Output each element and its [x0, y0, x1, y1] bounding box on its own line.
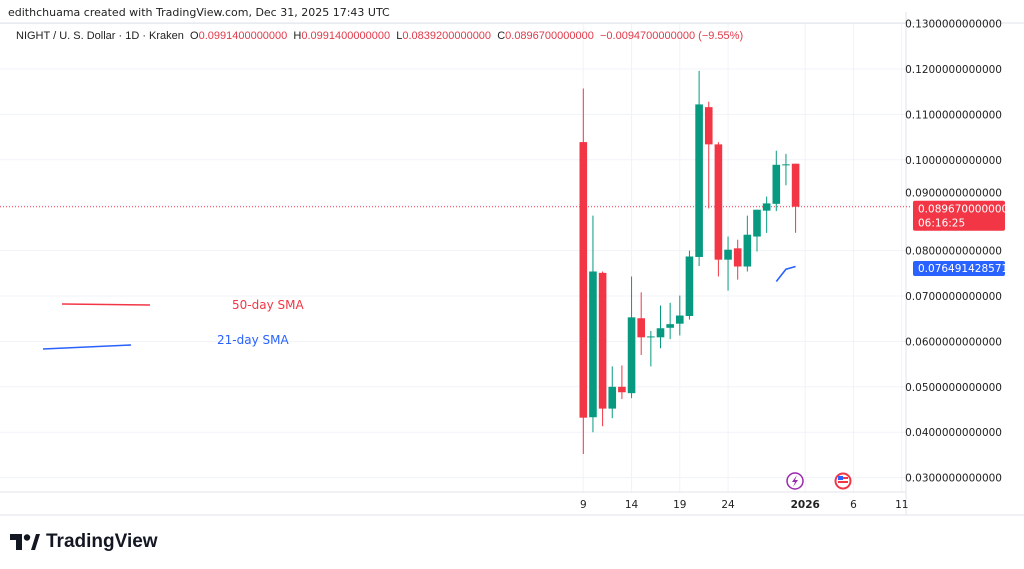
symbol-title[interactable]: NIGHT / U. S. Dollar · 1D · Kraken	[16, 30, 184, 42]
time-tick-label: 2026	[791, 499, 820, 511]
price-tick-label: 0.0900000000000	[905, 188, 1002, 200]
candle	[647, 330, 655, 367]
candle-body	[589, 271, 597, 418]
candle	[637, 292, 645, 356]
candle	[782, 153, 790, 186]
candle	[772, 150, 781, 212]
candle	[685, 250, 694, 320]
annotation-21-day-line	[42, 344, 132, 350]
candle-body	[782, 164, 790, 166]
candle-body	[743, 234, 752, 267]
candle	[762, 196, 771, 233]
candle-body	[772, 164, 781, 204]
lightning-icon[interactable]	[786, 472, 804, 490]
price-tick-label: 0.0500000000000	[905, 382, 1002, 394]
price-tick-label: 0.0600000000000	[905, 336, 1002, 348]
candle-body	[579, 142, 588, 418]
candle-body	[762, 203, 771, 211]
last-price-badge: 0.0896700000000 06:16:25	[913, 200, 1015, 231]
price-tick-label: 0.1300000000000	[905, 19, 1002, 31]
candle-body	[598, 272, 607, 409]
price-tick-label: 0.0700000000000	[905, 291, 1002, 303]
sma-value-badge: 0.0764914285714	[913, 261, 1015, 276]
symbol-legend: NIGHT / U. S. Dollar · 1D · Kraken O0.09…	[16, 30, 743, 42]
time-tick-label: 24	[721, 499, 735, 511]
price-tick-label: 0.1200000000000	[905, 64, 1002, 76]
candle-body	[637, 318, 645, 338]
candle-body	[618, 386, 626, 393]
time-tick-label: 14	[625, 499, 639, 511]
brand-name: TradingView	[46, 531, 158, 552]
price-tick-label: 0.0300000000000	[905, 473, 1002, 485]
candle-body	[704, 107, 713, 145]
price-tick-label: 0.1100000000000	[905, 109, 1002, 121]
candle-body	[714, 144, 723, 260]
grid	[0, 23, 906, 492]
chart-credit: edithchuama created with TradingView.com…	[8, 6, 390, 19]
candle-body	[608, 386, 617, 409]
candle	[618, 365, 626, 400]
candle	[714, 142, 723, 277]
time-axis[interactable]: 9 14 19 24 2026 6 11	[580, 499, 908, 511]
candle-body	[666, 324, 674, 328]
candle	[579, 88, 588, 454]
time-tick-label: 6	[850, 499, 857, 511]
sma-value-label: 0.0764914285714	[918, 263, 1015, 275]
candle	[589, 215, 597, 433]
candle-body	[753, 209, 761, 237]
candle-body	[647, 336, 655, 338]
time-tick-label: 19	[673, 499, 686, 511]
candle-body	[685, 256, 694, 316]
candle-body	[676, 315, 684, 324]
candle	[733, 239, 742, 280]
countdown-label: 06:16:25	[918, 218, 965, 230]
sma21-line	[775, 265, 796, 282]
candle	[791, 163, 800, 233]
candle-body	[656, 328, 665, 338]
candle	[724, 236, 732, 291]
price-axis[interactable]: 0.1300000000000 0.1200000000000 0.11000000…	[905, 19, 1002, 485]
time-tick-label: 11	[895, 499, 908, 511]
candle-body	[791, 163, 800, 207]
candle	[627, 276, 636, 399]
high-label: H	[293, 30, 302, 42]
candle	[598, 271, 607, 427]
candle-body	[695, 104, 703, 257]
candle	[695, 70, 703, 267]
low-label: L	[396, 30, 403, 42]
low-value: 0.0839200000000	[402, 30, 492, 42]
candle-body	[724, 249, 732, 260]
high-value: 0.0991400000000	[301, 30, 391, 42]
open-label: O	[190, 30, 199, 42]
close-label: C	[497, 30, 506, 42]
candles	[579, 70, 800, 454]
candle	[743, 215, 752, 272]
tradingview-logo[interactable]: TradingView	[10, 531, 158, 553]
tradingview-logo-icon	[10, 534, 40, 550]
close-value: 0.0896700000000	[505, 30, 594, 42]
open-value: 0.0991400000000	[198, 30, 288, 42]
candle-body	[627, 317, 636, 394]
annotation-21-day-sma: 21-day SMA	[217, 333, 289, 347]
candle	[676, 295, 684, 336]
us-flag-icon[interactable]	[834, 472, 852, 490]
price-tick-label: 0.1000000000000	[905, 155, 1002, 167]
candle	[608, 366, 617, 419]
candle	[753, 209, 761, 252]
change-value: −0.0094700000000 (−9.55%)	[599, 30, 744, 42]
last-price-label: 0.0896700000000	[918, 204, 1015, 216]
time-tick-label: 9	[580, 499, 587, 511]
candle	[656, 305, 665, 349]
candle-body	[733, 248, 742, 267]
annotation-50-day-line	[61, 303, 151, 306]
annotation-50-day-sma: 50-day SMA	[232, 298, 304, 312]
price-tick-label: 0.0400000000000	[905, 427, 1002, 439]
price-tick-label: 0.0800000000000	[905, 246, 1002, 258]
candle	[704, 101, 713, 209]
candle	[666, 302, 674, 340]
